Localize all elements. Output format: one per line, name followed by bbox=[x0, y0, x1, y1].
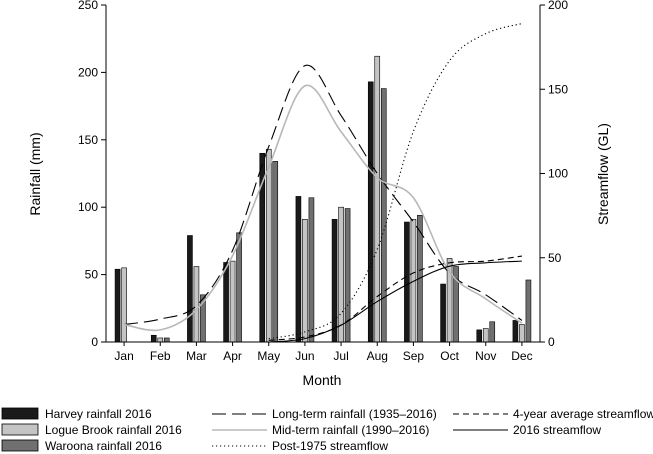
bar-logue-jan bbox=[121, 267, 127, 343]
y-tick-label: 150 bbox=[78, 133, 98, 147]
bar-waroona-may bbox=[272, 161, 279, 343]
line-post-1975-streamflow bbox=[268, 23, 523, 340]
lines-layer bbox=[123, 23, 523, 343]
axes-layer: 0 50 100 150 200 250 0 50 100 150 200 Jan Feb Mar Apr M… bbox=[78, 0, 568, 363]
line-2016-streamflow bbox=[268, 260, 522, 343]
y-tick-label: 0 bbox=[91, 335, 98, 349]
bar-waroona-jun bbox=[308, 197, 315, 343]
bar-harvey-apr bbox=[223, 262, 229, 343]
bar-harvey-jul bbox=[331, 219, 338, 343]
legend-label-post-1975-streamflow: Post-1975 streamflow bbox=[272, 439, 388, 453]
legend-label-logue-brook-rainfall-2016: Logue Brook rainfall 2016 bbox=[45, 423, 182, 437]
bar-logue-may bbox=[265, 148, 272, 343]
y-tick-label: 200 bbox=[78, 65, 98, 79]
bar-logue-nov bbox=[482, 328, 489, 343]
x-tick-label: Apr bbox=[223, 349, 242, 363]
legend: Harvey rainfall 2016 Logue Brook rainfall… bbox=[1, 407, 653, 453]
x-tick-label: Jun bbox=[295, 349, 314, 363]
bar-logue-jun bbox=[302, 219, 308, 343]
bar-waroona-feb bbox=[163, 337, 170, 343]
legend-swatch-logue-brook-rainfall-2016 bbox=[1, 423, 39, 436]
x-tick-label: Oct bbox=[440, 349, 459, 363]
bar-waroona-dec bbox=[525, 279, 532, 343]
legend-label-4-year-average-streamflow: 4-year average streamflow bbox=[513, 407, 653, 421]
bar-harvey-jun bbox=[295, 196, 302, 343]
legend-label-2016-streamflow: 2016 streamflow bbox=[513, 423, 601, 437]
bar-logue-apr bbox=[229, 260, 236, 343]
bar-logue-aug bbox=[374, 55, 381, 343]
y2-tick-label: 0 bbox=[548, 335, 555, 349]
line-long-term-rainfall-1935-2016 bbox=[123, 64, 523, 326]
x-tick-label: Jul bbox=[333, 349, 348, 363]
bar-logue-jul bbox=[338, 206, 344, 343]
x-tick-label: Aug bbox=[367, 349, 388, 363]
bar-logue-mar bbox=[193, 266, 200, 343]
legend-label-long-term-rainfall-1935-2016: Long-term rainfall (1935–2016) bbox=[272, 407, 437, 421]
y2-tick-label: 200 bbox=[548, 0, 568, 12]
bar-harvey-nov bbox=[476, 329, 483, 343]
legend-label-waroona-rainfall-2016: Waroona rainfall 2016 bbox=[45, 439, 162, 453]
legend-label-harvey-rainfall-2016: Harvey rainfall 2016 bbox=[45, 407, 152, 421]
x-tick-label: Nov bbox=[475, 349, 496, 363]
bar-harvey-mar bbox=[187, 235, 193, 343]
x-axis-title: Month bbox=[303, 372, 342, 388]
legend-label-mid-term-rainfall-1990-2016: Mid-term rainfall (1990–2016) bbox=[272, 423, 429, 437]
x-tick-label: Feb bbox=[150, 349, 171, 363]
bar-waroona-aug bbox=[380, 88, 387, 343]
bars-layer bbox=[114, 55, 532, 343]
y-axis-title: Rainfall (mm) bbox=[27, 132, 43, 215]
bar-harvey-feb bbox=[150, 334, 157, 343]
line-4-year-average-streamflow bbox=[268, 255, 522, 341]
bar-harvey-jan bbox=[114, 268, 121, 343]
x-tick-label: May bbox=[257, 349, 280, 363]
y2-tick-label: 50 bbox=[548, 251, 562, 265]
x-tick-label: Mar bbox=[186, 349, 207, 363]
legend-swatch-harvey-rainfall-2016 bbox=[1, 407, 39, 420]
y-tick-label: 50 bbox=[85, 268, 99, 282]
bar-harvey-oct bbox=[440, 283, 446, 343]
bar-logue-feb bbox=[157, 337, 164, 343]
line-mid-term-rainfall-1990-2016 bbox=[123, 84, 523, 332]
legend-swatch-waroona-rainfall-2016 bbox=[1, 439, 39, 452]
y2-tick-label: 100 bbox=[548, 167, 568, 181]
y2-axis-title: Streamflow (GL) bbox=[595, 123, 611, 225]
bar-harvey-dec bbox=[512, 320, 519, 343]
x-tick-label: Dec bbox=[511, 349, 532, 363]
y-tick-label: 250 bbox=[78, 0, 98, 12]
bar-harvey-sep bbox=[404, 221, 410, 343]
bar-waroona-apr bbox=[236, 232, 242, 343]
x-tick-label: Jan bbox=[114, 349, 133, 363]
y-tick-label: 100 bbox=[78, 200, 98, 214]
y2-tick-label: 150 bbox=[548, 82, 568, 96]
bar-logue-dec bbox=[519, 324, 525, 343]
bar-waroona-nov bbox=[489, 321, 496, 343]
x-tick-label: Sep bbox=[403, 349, 425, 363]
